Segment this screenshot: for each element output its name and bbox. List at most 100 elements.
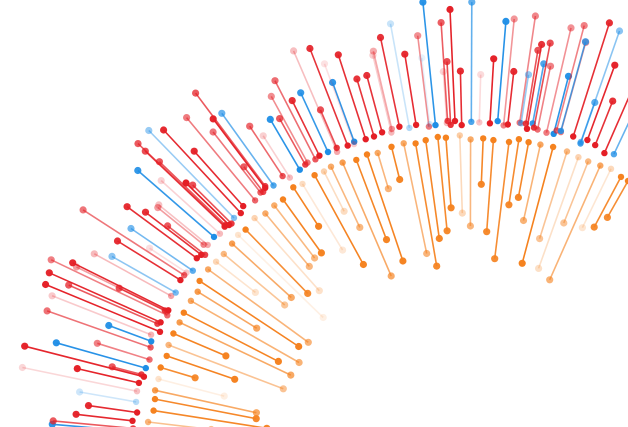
outer-red-tip-dot [276,115,284,123]
inner-orange-stem [376,152,390,189]
inner-orange-tip-dot [287,293,295,302]
inner-orange-stem [166,355,235,381]
outer-red-stem [160,180,221,235]
outer-blue-base-dot [426,121,433,128]
inner-orange-stem [273,205,316,259]
outer-red-base-dot [138,371,145,378]
outer-red-stem [291,100,321,157]
outer-red-base-dot [183,269,190,276]
outer-blue-stem [56,342,147,369]
outer-red-stem [603,97,628,154]
outer-red-tip-dot [164,222,172,230]
outer-red-tip-dot [546,62,555,70]
outer-blue-tip-dot [108,252,116,260]
inner-orange-stem [424,140,441,239]
inner-orange-tip-dot [382,236,391,244]
outer-red-tip-dot [73,365,81,373]
outer-red-tip-dot [446,5,454,14]
outer-red-tip-dot [21,342,29,350]
inner-orange-stem [231,243,292,299]
outer-red-stem [192,184,233,225]
outer-blue-stem [269,118,301,171]
inner-orange-tip-dot [536,235,544,243]
outer-red-stem [586,64,616,141]
outer-blue-base-dot [210,233,218,241]
inner-orange-stem [341,162,392,277]
outer-blue-tip-dot [329,78,337,87]
inner-orange-stem [522,144,542,221]
outer-red-stem [145,211,202,256]
outer-red-stem [22,366,138,392]
outer-red-tip-dot [376,33,385,42]
outer-red-base-dot [500,122,507,129]
outer-blue-tip-dot [76,388,84,396]
inner-orange-base-dot [299,180,306,188]
inner-orange-stem [292,186,320,227]
inner-orange-base-dot [400,140,407,147]
outer-red-stem [416,35,430,127]
inner-orange-tip-dot [491,255,499,263]
outer-red-stem [68,284,158,325]
outer-red-tip-dot [477,71,485,79]
outer-red-base-dot [177,276,184,284]
inner-orange-stem [199,280,300,348]
inner-orange-stem [402,143,428,254]
outer-red-base-dot [200,241,207,248]
inner-orange-base-dot [515,136,523,143]
inner-orange-tip-dot [466,222,474,230]
outer-red-stem [24,345,145,378]
inner-orange-stem [190,300,300,364]
inner-orange-base-dot [234,231,242,239]
outer-red-base-dot [425,123,433,130]
inner-orange-base-dot [549,143,557,151]
outer-red-base-dot [147,344,154,351]
inner-orange-stem [459,135,464,214]
inner-orange-base-dot [490,136,497,144]
outer-red-stem [337,54,367,140]
outer-red-stem [404,54,417,126]
outer-blue-stem [148,129,235,219]
outer-red-stem [526,44,543,129]
outer-blue-tip-dot [468,0,476,6]
inner-orange-base-dot [585,158,592,165]
inner-orange-base-dot [165,341,172,349]
outer-red-stem [158,204,209,246]
outer-red-base-dot [350,140,358,148]
inner-orange-tip-dot [287,371,295,379]
outer-blue-tip-dot [218,109,226,117]
inner-orange-base-dot [251,214,258,222]
outer-red-tip-dot [190,147,198,155]
outer-red-stem [446,61,452,125]
outer-red-base-dot [584,136,591,144]
outer-red-tip-dot [43,307,51,315]
inner-orange-tip-dot [483,228,491,236]
outer-red-tip-dot [534,46,542,54]
outer-red-base-dot [302,161,309,168]
inner-orange-tip-dot [519,216,528,225]
outer-blue-base-dot [324,148,332,156]
inner-orange-stem [445,137,452,208]
outer-red-base-dot [135,379,143,387]
inner-orange-tip-dot [447,204,455,212]
outer-red-stem [126,206,198,259]
outer-red-stem [366,75,383,133]
inner-orange-stem [207,268,309,343]
outer-red-tip-dot [49,417,57,425]
outer-red-base-dot [396,123,403,130]
outer-red-stem [459,71,463,126]
outer-blue-tip-dot [145,126,153,135]
inner-orange-tip-dot [514,193,523,201]
outer-blue-base-dot [517,120,525,127]
inner-orange-tip-dot [231,375,239,383]
outer-red-base-dot [279,172,286,180]
inner-orange-stem [581,168,612,229]
outer-blue-base-dot [296,166,303,173]
outer-blue-base-dot [172,289,179,296]
outer-red-base-dot [237,209,244,217]
outer-red-tip-dot [320,60,329,68]
inner-orange-stem [301,183,344,251]
inner-orange-base-dot [311,172,318,179]
outer-red-tip-dot [189,181,197,189]
outer-blue-stem [579,102,596,144]
outer-red-base-dot [240,202,247,210]
